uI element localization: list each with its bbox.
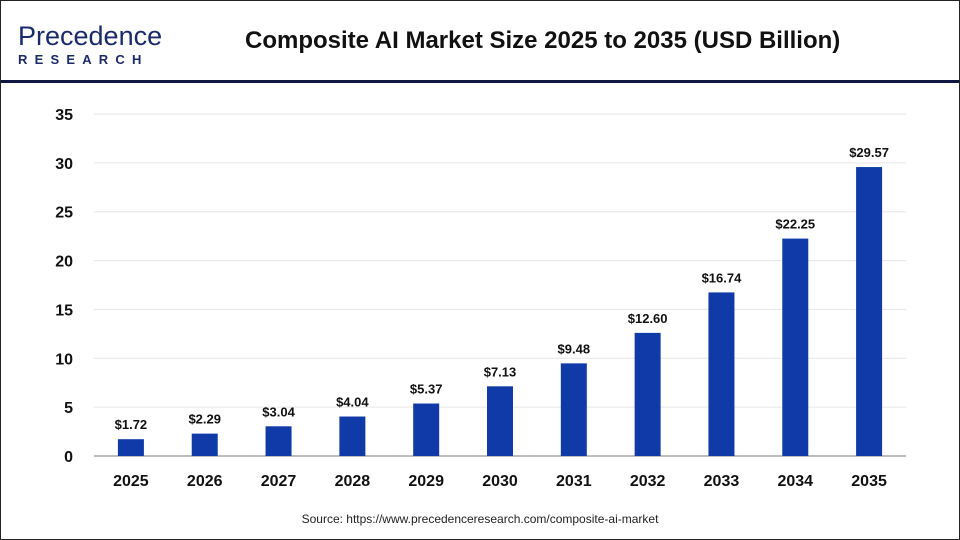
x-tick-label: 2032 [630, 473, 666, 490]
x-tick-label: 2035 [851, 473, 887, 490]
x-tick-label: 2025 [113, 473, 149, 490]
bar [782, 238, 809, 456]
data-label: $3.04 [262, 404, 295, 419]
x-tick-label: 2029 [408, 473, 444, 490]
x-tick-label: 2031 [556, 473, 592, 490]
y-tick-label: 25 [55, 205, 73, 222]
y-tick-label: 15 [55, 302, 73, 319]
x-tick-label: 2028 [335, 473, 371, 490]
y-tick-label: 35 [55, 107, 73, 124]
data-label: $16.74 [702, 270, 743, 285]
data-label: $12.60 [628, 311, 668, 326]
data-label: $5.37 [410, 382, 443, 397]
x-tick-label: 2034 [777, 473, 813, 490]
precedence-research-logo: Precedence RESEARCH [18, 21, 163, 68]
x-tick-label: 2027 [261, 473, 297, 490]
chart-title: Composite AI Market Size 2025 to 2035 (U… [245, 27, 841, 54]
logo-line2: RESEARCH [18, 52, 149, 67]
data-label: $7.13 [484, 364, 517, 379]
bar [634, 332, 661, 456]
data-label: $4.04 [336, 395, 369, 410]
bar [487, 386, 513, 456]
bar [117, 439, 144, 456]
bar [413, 403, 440, 456]
x-tick-label: 2026 [187, 473, 223, 490]
y-tick-label: 20 [55, 254, 73, 271]
bar [708, 292, 735, 456]
source-text: Source: https://www.precedenceresearch.c… [301, 512, 659, 526]
header: Precedence RESEARCH Composite AI Market … [1, 1, 959, 83]
y-tick-label: 5 [64, 400, 73, 417]
bar [560, 363, 587, 456]
bar [856, 167, 883, 457]
data-label: $22.25 [775, 217, 815, 232]
y-tick-label: 10 [55, 351, 73, 368]
data-label: $2.29 [188, 412, 221, 427]
bar [339, 416, 366, 456]
logo-line1: Precedence [18, 21, 163, 51]
bar [191, 433, 218, 456]
x-tick-label: 2033 [704, 473, 740, 490]
data-label: $1.72 [115, 417, 148, 432]
x-tick-label: 2030 [482, 473, 518, 490]
y-tick-label: 30 [55, 156, 73, 173]
bar [265, 426, 292, 456]
data-label: $9.48 [558, 341, 591, 356]
y-tick-label: 0 [64, 449, 73, 466]
data-label: $29.57 [849, 145, 889, 160]
